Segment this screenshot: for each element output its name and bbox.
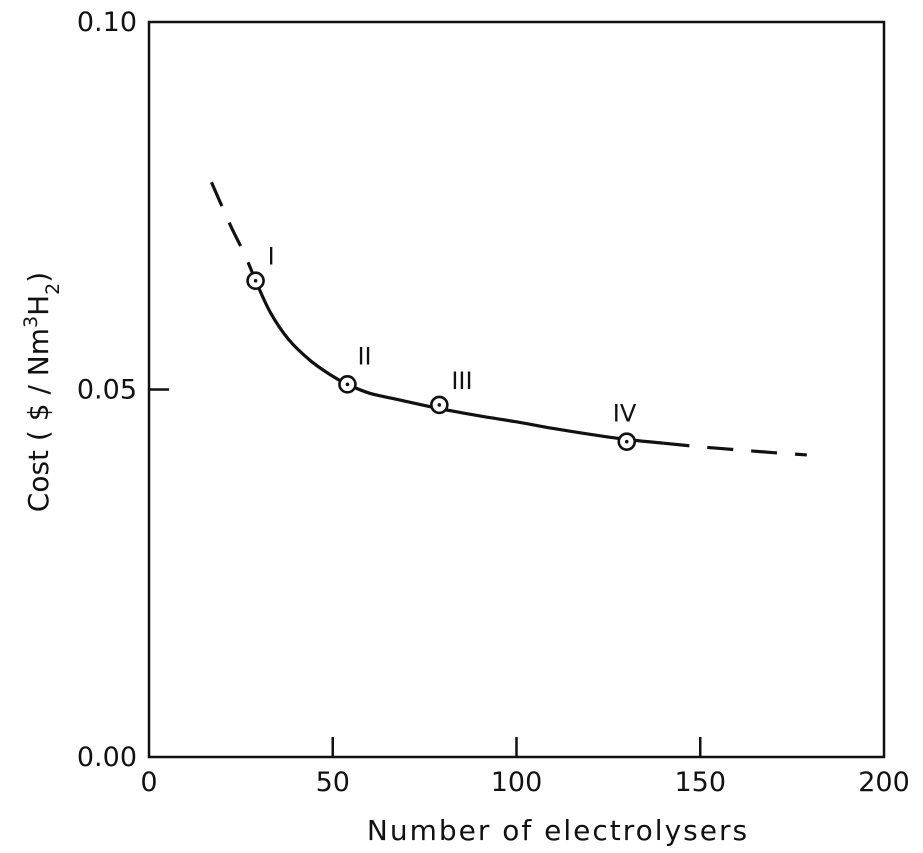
curve-dashed-left <box>210 181 258 282</box>
data-point-center-2 <box>437 403 442 407</box>
point-label-2: III <box>451 367 472 395</box>
y-axis-label-prefix: Cost ( $ / Nm <box>22 328 55 512</box>
point-label-0: I <box>268 243 275 271</box>
y-axis-label-suffix: ) <box>22 272 55 283</box>
y-axis-label-sup: 3 <box>20 316 42 328</box>
point-label-1: II <box>357 342 371 370</box>
x-tick-label-3: 150 <box>674 767 726 798</box>
cost-curve <box>210 181 807 457</box>
data-markers <box>246 271 637 451</box>
plot-frame <box>147 20 886 759</box>
x-tick-label-1: 50 <box>316 767 350 798</box>
y-axis-label-sub: 2 <box>42 283 64 295</box>
y-axis-label-mid: H <box>22 295 55 316</box>
y-tick-label-1: 0.05 <box>77 375 137 406</box>
x-tick-label-4: 200 <box>858 767 910 798</box>
y-axis-label: Cost ( $ / Nm3H2) <box>20 272 64 512</box>
data-point-center-1 <box>345 382 350 387</box>
curve-dashed-right <box>663 441 807 457</box>
data-point-center-0 <box>253 278 258 283</box>
x-tick-label-0: 0 <box>140 767 157 798</box>
tick-marks <box>149 388 702 757</box>
y-tick-label-2: 0.10 <box>77 7 137 38</box>
y-tick-label-0: 0.00 <box>77 742 137 773</box>
tick-labels: 0 50 100 150 200 0.00 0.05 0.10 <box>77 7 910 798</box>
point-label-3: IV <box>613 400 637 428</box>
curve-solid <box>254 280 664 445</box>
x-axis-label: Number of electrolysers <box>367 814 749 847</box>
data-point-center-3 <box>624 439 629 444</box>
x-tick-label-2: 100 <box>491 767 543 798</box>
